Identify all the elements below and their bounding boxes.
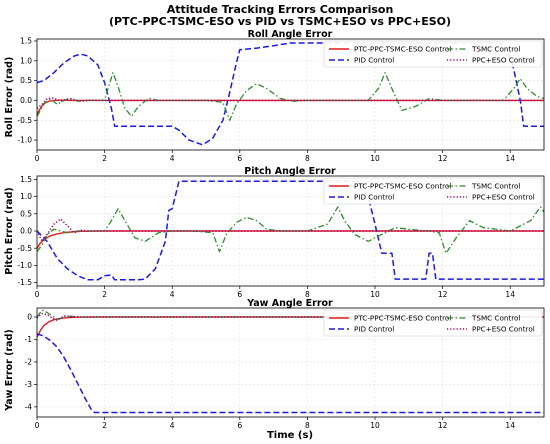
y-tick-label: -4 — [25, 402, 33, 411]
x-tick-label: 8 — [305, 154, 310, 163]
x-tick-label: 10 — [370, 421, 380, 430]
legend-box — [323, 177, 543, 205]
pitch-panel-title: Pitch Angle Error — [244, 166, 336, 177]
yaw-y-axis-label: Yaw Error (rad) — [4, 329, 15, 411]
x-tick-label: 4 — [170, 154, 175, 163]
legend: PTC-PPC-TSMC-ESO Control PID Control TSMC … — [323, 177, 543, 205]
legend-label: PTC-PPC-TSMC-ESO Control — [354, 45, 451, 54]
series-line-tsmc — [37, 206, 544, 254]
x-tick-label: 2 — [102, 421, 107, 430]
plot-frame — [36, 38, 545, 151]
x-tick-label: 0 — [35, 421, 40, 430]
pitch-y-axis-label: Pitch Error (rad) — [4, 187, 15, 274]
figure-title-line-1: Attitude Tracking Errors Comparison — [167, 3, 394, 16]
y-tick-label: -1.0 — [17, 261, 32, 270]
pitch-error-panel: Pitch Angle Error Pitch Error (rad) 0 2 4 6… — [4, 166, 545, 299]
x-tick-label: 6 — [237, 421, 242, 430]
y-tick-label: -0.5 — [17, 116, 32, 125]
legend-box — [323, 309, 543, 337]
legend-label: PID Control — [354, 325, 394, 334]
y-tick-label: 1.0 — [20, 192, 32, 201]
x-tick-label: 8 — [305, 290, 310, 299]
y-tick-label: -3 — [25, 380, 33, 389]
y-tick-label: -2 — [25, 358, 33, 367]
legend-label: TSMC Control — [471, 314, 520, 323]
legend: PTC-PPC-TSMC-ESO Control PID Control TSMC … — [323, 309, 543, 337]
y-tick-label: 1.5 — [20, 175, 32, 184]
y-tick-label: 0.5 — [20, 76, 32, 85]
legend-label: PID Control — [354, 193, 394, 202]
y-tick-label: 0.5 — [20, 209, 32, 218]
x-tick-label: 0 — [35, 154, 40, 163]
series-line-ptc — [37, 99, 544, 115]
yaw-panel-title: Yaw Angle Error — [246, 298, 333, 309]
legend-box — [323, 40, 543, 68]
legend-label: PTC-PPC-TSMC-ESO Control — [354, 182, 451, 191]
x-tick-label: 8 — [305, 421, 310, 430]
y-tick-label: -1.5 — [17, 278, 32, 287]
y-tick-label: 1.0 — [20, 56, 32, 65]
legend-label: PPC+ESO Control — [472, 56, 535, 65]
x-tick-label: 12 — [438, 154, 448, 163]
legend-label: PPC+ESO Control — [472, 193, 535, 202]
y-tick-label: 0.0 — [20, 96, 32, 105]
x-tick-label: 0 — [35, 290, 40, 299]
plot-frame — [36, 175, 545, 287]
y-tick-label: -1.0 — [17, 136, 32, 145]
x-tick-label: 2 — [102, 290, 107, 299]
roll-error-panel: Roll Angle Error Roll Error (rad) 0 2 4 6 8 1… — [4, 29, 545, 163]
x-tick-label: 10 — [370, 154, 380, 163]
series-line-pid — [37, 180, 544, 281]
x-tick-label: 4 — [170, 421, 175, 430]
legend-label: PID Control — [354, 56, 394, 65]
y-tick-label: 0.0 — [20, 227, 32, 236]
y-tick-label: 0 — [27, 313, 32, 322]
legend-label: PPC+ESO Control — [472, 325, 535, 334]
series-line-tsmc — [37, 309, 544, 320]
x-tick-label: 6 — [237, 154, 242, 163]
plot-frame — [36, 307, 545, 418]
series-line-tsmc — [37, 72, 544, 121]
legend-label: TSMC Control — [471, 182, 520, 191]
y-tick-label: 1.5 — [20, 37, 32, 46]
series-line-ppc — [37, 218, 544, 243]
series-line-pid — [37, 333, 544, 414]
roll-y-axis-label: Roll Error (rad) — [4, 57, 15, 138]
legend-label: TSMC Control — [471, 45, 520, 54]
y-tick-label: -0.5 — [17, 244, 32, 253]
x-tick-label: 4 — [170, 290, 175, 299]
series-line-ppc — [37, 97, 544, 110]
x-tick-label: 12 — [438, 421, 448, 430]
x-tick-label: 14 — [505, 290, 515, 299]
y-tick-label: -1 — [25, 335, 33, 344]
legend-label: PTC-PPC-TSMC-ESO Control — [354, 314, 451, 323]
x-tick-label: 12 — [438, 290, 448, 299]
x-tick-label: 10 — [370, 290, 380, 299]
x-tick-label: 6 — [237, 290, 242, 299]
x-tick-label: 14 — [505, 421, 515, 430]
x-axis-label: Time (s) — [267, 430, 313, 441]
figure-title-line-2: (PTC-PPC-TSMC-ESO vs PID vs TSMC+ESO vs … — [109, 15, 451, 28]
x-tick-label: 2 — [102, 154, 107, 163]
x-tick-label: 14 — [505, 154, 515, 163]
yaw-error-panel: Yaw Angle Error Yaw Error (rad) Time (s)… — [4, 298, 545, 441]
legend: PTC-PPC-TSMC-ESO Control PID Control TSMC … — [323, 40, 543, 68]
roll-panel-title: Roll Angle Error — [248, 29, 333, 40]
